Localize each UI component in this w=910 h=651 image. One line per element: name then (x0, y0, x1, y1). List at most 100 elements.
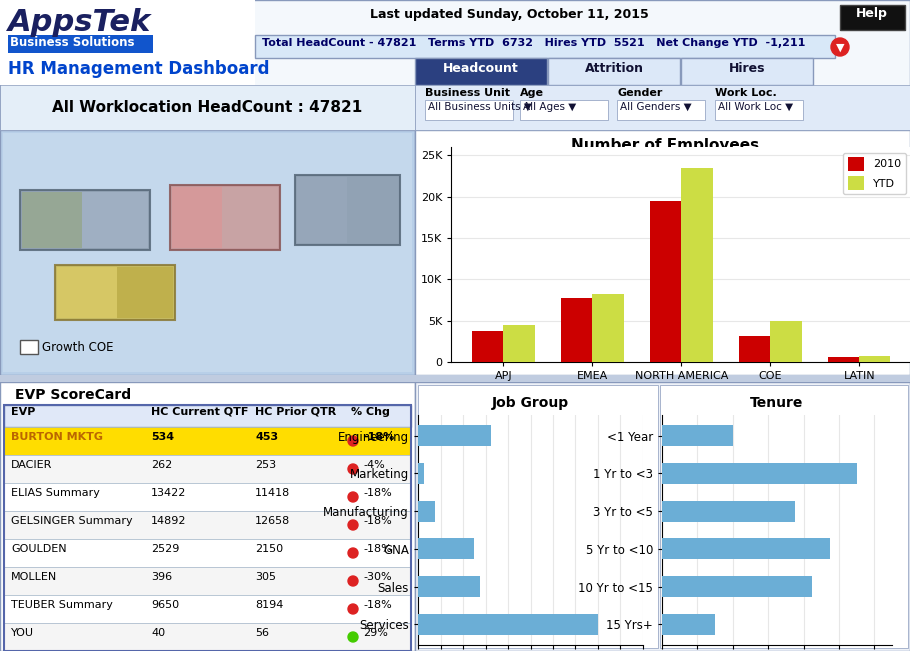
Bar (418, 385, 658, 648)
Bar (662, 614, 715, 635)
Text: 13422: 13422 (151, 488, 187, 498)
Text: 396: 396 (151, 572, 172, 582)
Bar (4, 511, 411, 539)
Text: Help: Help (856, 7, 888, 20)
Bar (415, 58, 547, 85)
Bar (0, 130, 415, 375)
Text: Last updated Sunday, October 11, 2015: Last updated Sunday, October 11, 2015 (370, 8, 649, 21)
Text: Gender: Gender (617, 88, 662, 98)
Bar (418, 501, 435, 521)
Text: Attrition: Attrition (584, 62, 643, 75)
Bar (20, 340, 38, 354)
Bar (222, 187, 278, 248)
Text: Age: Age (520, 88, 544, 98)
Circle shape (348, 436, 358, 446)
Bar (715, 100, 803, 120)
Text: -30%: -30% (363, 572, 391, 582)
Text: By Theater: By Theater (632, 153, 698, 166)
Title: Job Group: Job Group (492, 396, 569, 409)
Text: 56: 56 (255, 628, 269, 638)
Circle shape (348, 604, 358, 614)
Text: EVP ScoreCard: EVP ScoreCard (15, 388, 131, 402)
Text: GOULDEN: GOULDEN (11, 544, 66, 554)
Text: Work Loc.: Work Loc. (715, 88, 777, 98)
Bar (662, 538, 830, 559)
Bar (415, 382, 910, 651)
Bar (662, 501, 794, 521)
Text: -18%: -18% (363, 488, 391, 498)
Text: HR Management Dashboard: HR Management Dashboard (8, 60, 269, 78)
Bar (0, 375, 910, 382)
Text: BURTON MKTG: BURTON MKTG (11, 432, 103, 442)
Bar (0, 0, 255, 85)
Bar (418, 426, 491, 446)
Text: 453: 453 (255, 432, 278, 442)
Bar (660, 385, 908, 648)
Text: 29%: 29% (363, 628, 388, 638)
Bar (4, 427, 411, 455)
Bar (418, 538, 474, 559)
Bar (651, 201, 682, 362)
Bar (418, 576, 480, 597)
Circle shape (348, 464, 358, 474)
Bar (0, 382, 415, 651)
Text: All Ages ▼: All Ages ▼ (523, 102, 576, 112)
Bar (520, 100, 608, 120)
Bar (548, 58, 680, 85)
Bar (739, 337, 771, 362)
Text: Number of Employees: Number of Employees (571, 138, 759, 153)
Bar (8, 35, 153, 53)
Bar (415, 85, 910, 130)
Bar (82, 192, 148, 248)
Bar (4, 595, 411, 623)
Text: All Genders ▼: All Genders ▼ (620, 102, 692, 112)
Text: 40: 40 (151, 628, 165, 638)
Text: Business Unit: Business Unit (425, 88, 510, 98)
Text: 253: 253 (255, 460, 276, 470)
Text: % Chg: % Chg (351, 407, 389, 417)
Bar (4, 405, 411, 427)
Text: MOLLEN: MOLLEN (11, 572, 57, 582)
Circle shape (831, 38, 849, 56)
Circle shape (348, 576, 358, 586)
Text: 262: 262 (151, 460, 172, 470)
Bar (503, 325, 534, 362)
Text: -18%: -18% (363, 432, 394, 442)
Text: TEUBER Summary: TEUBER Summary (11, 600, 113, 610)
Bar (840, 5, 905, 30)
Text: Business Solutions: Business Solutions (10, 36, 135, 49)
Bar (859, 356, 891, 362)
Text: 11418: 11418 (255, 488, 290, 498)
Text: YOU: YOU (11, 628, 34, 638)
Bar (297, 177, 347, 243)
Text: HC Prior QTR: HC Prior QTR (255, 407, 337, 417)
Text: All Business Units ▼: All Business Units ▼ (428, 102, 531, 112)
Bar (55, 265, 175, 320)
Bar (3, 133, 412, 372)
Bar (681, 58, 813, 85)
Bar (4, 405, 411, 651)
Bar (22, 192, 82, 248)
Bar (4, 623, 411, 651)
Bar (617, 100, 705, 120)
Bar (255, 35, 835, 58)
Text: DACIER: DACIER (11, 460, 53, 470)
Text: -18%: -18% (363, 516, 391, 526)
Bar (4, 567, 411, 595)
Bar (295, 175, 400, 245)
Circle shape (348, 520, 358, 530)
Bar (561, 298, 592, 362)
Text: GELSINGER Summary: GELSINGER Summary (11, 516, 133, 526)
Bar (172, 187, 222, 248)
Bar (57, 267, 117, 318)
Text: Headcount: Headcount (443, 62, 519, 75)
Text: AppsTek: AppsTek (8, 8, 151, 37)
Text: 12658: 12658 (255, 516, 290, 526)
Text: HC Current QTF: HC Current QTF (151, 407, 248, 417)
Text: -18%: -18% (363, 600, 391, 610)
Text: 305: 305 (255, 572, 276, 582)
Title: Tenure: Tenure (751, 396, 804, 409)
Text: All Work Loc ▼: All Work Loc ▼ (718, 102, 794, 112)
Text: 8194: 8194 (255, 600, 283, 610)
Bar (4, 483, 411, 511)
